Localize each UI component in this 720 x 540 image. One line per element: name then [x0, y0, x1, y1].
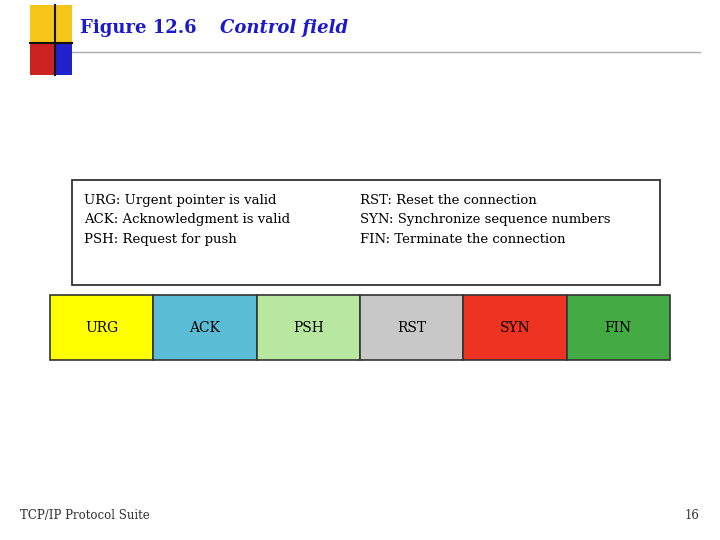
Bar — [55, 43, 72, 75]
Bar — [30, 43, 65, 75]
Text: 16: 16 — [685, 509, 700, 522]
Bar — [30, 5, 72, 43]
Text: RST: Reset the connection
SYN: Synchronize sequence numbers
FIN: Terminate the c: RST: Reset the connection SYN: Synchroni… — [360, 194, 611, 246]
Bar — [72, 180, 660, 285]
Text: URG: Urgent pointer is valid
ACK: Acknowledgment is valid
PSH: Request for push: URG: Urgent pointer is valid ACK: Acknow… — [84, 194, 290, 246]
Bar — [567, 295, 670, 360]
Text: Figure 12.6: Figure 12.6 — [80, 19, 197, 37]
Text: URG: URG — [85, 321, 118, 334]
Text: Control field: Control field — [195, 19, 348, 37]
Text: PSH: PSH — [293, 321, 324, 334]
Text: TCP/IP Protocol Suite: TCP/IP Protocol Suite — [20, 509, 150, 522]
Text: FIN: FIN — [605, 321, 632, 334]
Bar — [153, 295, 256, 360]
Text: SYN: SYN — [500, 321, 531, 334]
Text: ACK: ACK — [189, 321, 220, 334]
Bar — [50, 295, 153, 360]
Text: RST: RST — [397, 321, 426, 334]
Bar — [464, 295, 567, 360]
Bar — [256, 295, 360, 360]
Bar — [360, 295, 464, 360]
